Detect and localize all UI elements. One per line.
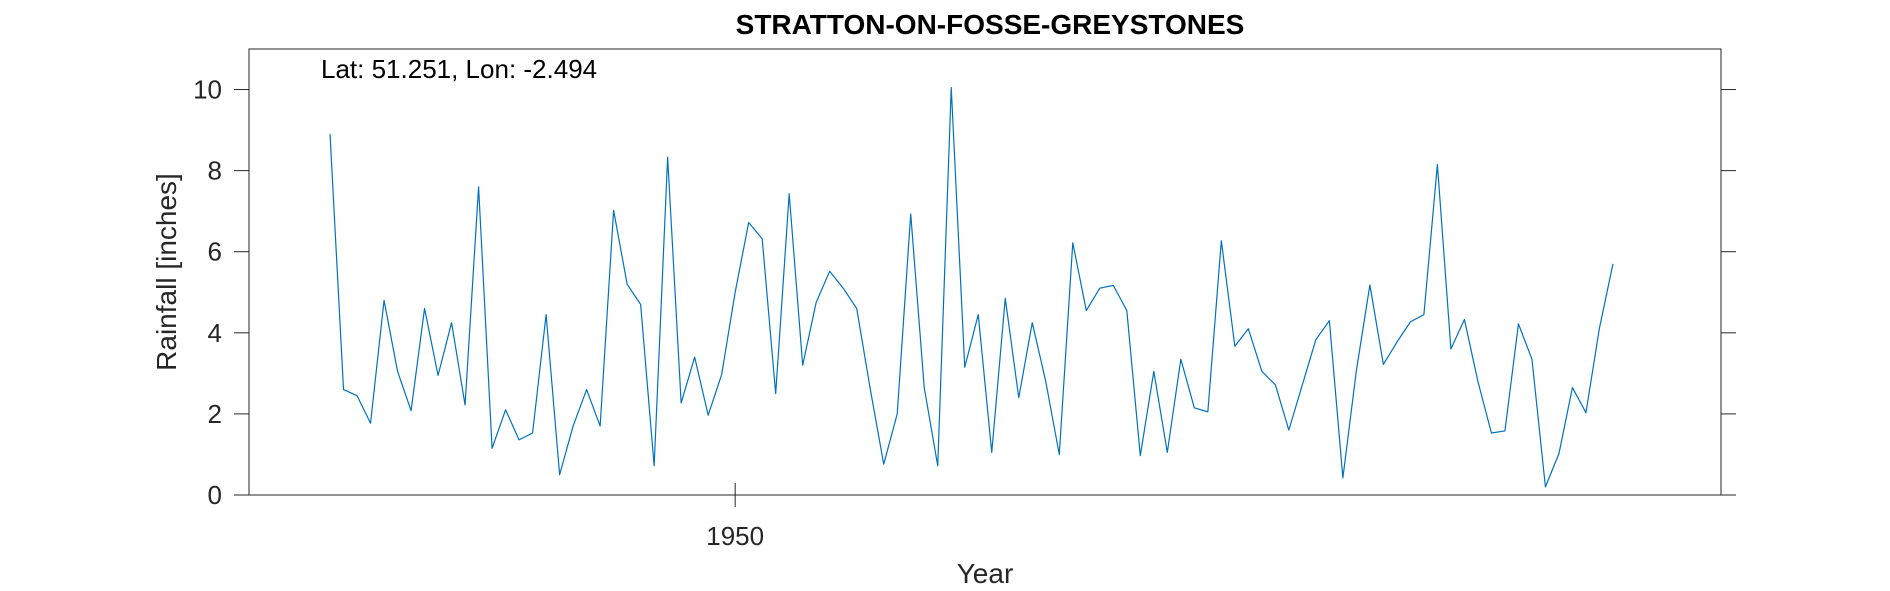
rainfall-series-line [329, 86, 1614, 488]
series-layer [329, 86, 1614, 488]
y-tick-label: 6 [208, 237, 222, 267]
y-tick-label: 0 [208, 480, 222, 510]
y-tick-label: 8 [208, 156, 222, 186]
y-tick-label: 10 [193, 75, 222, 105]
chart-title: STRATTON-ON-FOSSE-GREYSTONES [736, 9, 1245, 40]
y-tick-label: 4 [208, 318, 222, 348]
x-axis-ticks: 1950 [706, 483, 764, 551]
plot-area [248, 48, 1722, 496]
x-axis-label: Year [957, 558, 1014, 589]
station-coordinates-annotation: Lat: 51.251, Lon: -2.494 [321, 54, 597, 84]
y-tick-label: 2 [208, 399, 222, 429]
y-axis-label: Rainfall [inches] [151, 173, 182, 371]
y-axis-ticks: 0 2 4 6 8 10 [193, 75, 1736, 510]
x-tick-label: 1950 [706, 521, 764, 551]
